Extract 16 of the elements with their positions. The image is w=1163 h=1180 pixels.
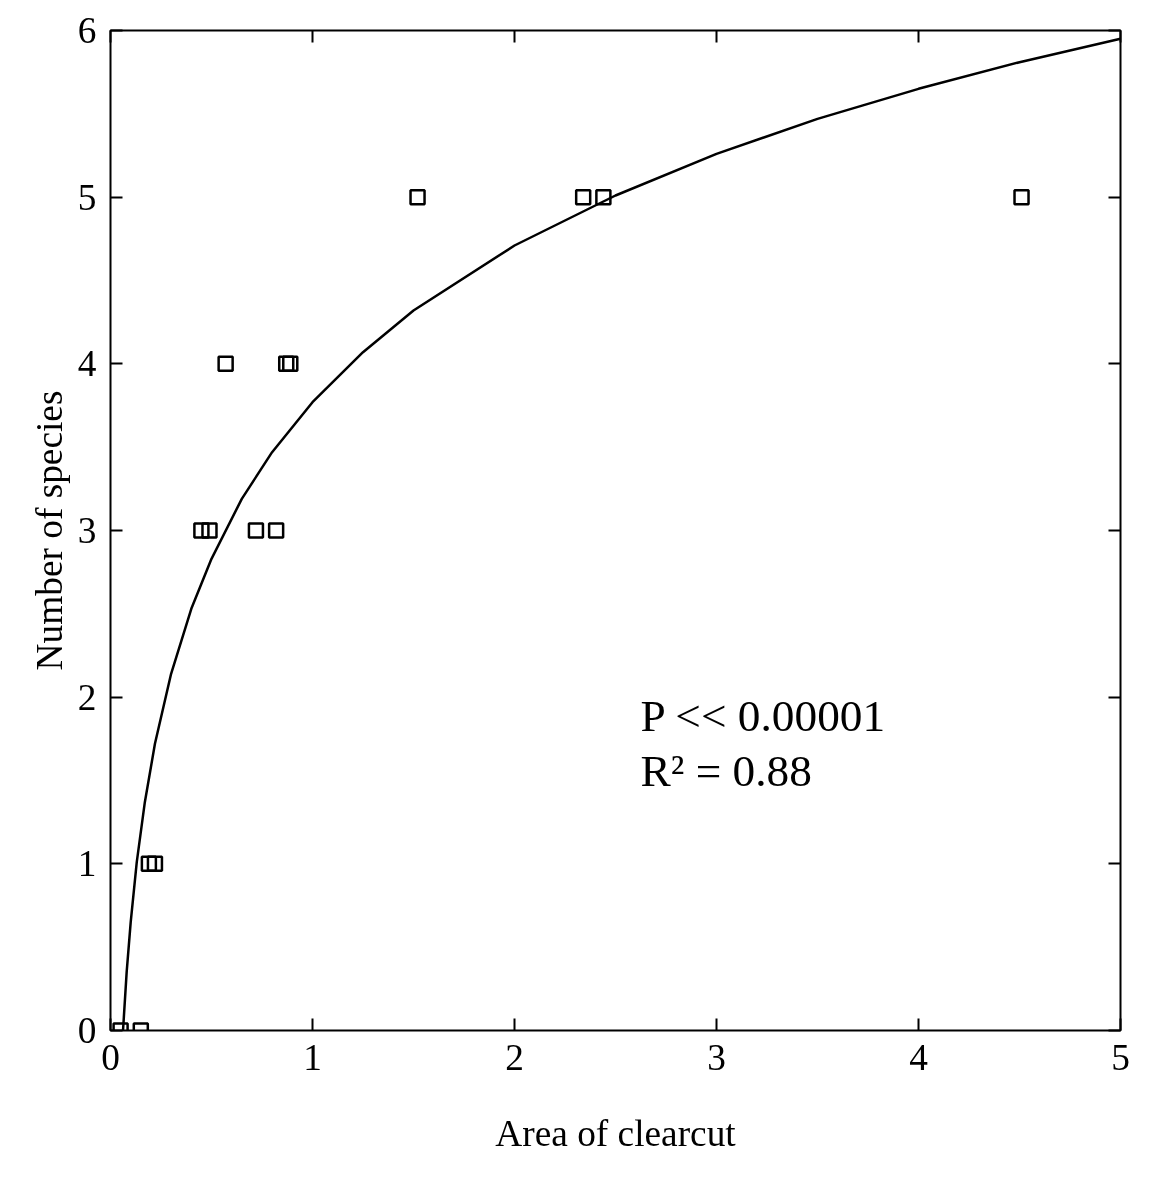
y-tick-label: 2 xyxy=(77,676,97,718)
y-tick-label: 6 xyxy=(77,10,97,51)
y-tick-label: 3 xyxy=(77,510,97,551)
x-tick-label: 4 xyxy=(909,1036,929,1078)
y-tick-label: 1 xyxy=(77,843,97,885)
y-tick-label: 5 xyxy=(77,176,97,218)
x-tick-label: 5 xyxy=(1111,1036,1130,1078)
y-tick-label: 4 xyxy=(77,343,97,385)
annotation: R² = 0.88 xyxy=(640,745,812,796)
x-axis-title: Area of clearcut xyxy=(495,1112,737,1154)
x-tick-label: 3 xyxy=(707,1036,726,1078)
y-tick-label: 0 xyxy=(77,1010,97,1051)
y-axis-title: Number of species xyxy=(28,390,70,671)
x-tick-label: 2 xyxy=(505,1036,524,1078)
x-tick-label: 1 xyxy=(303,1036,322,1078)
annotation: P << 0.00001 xyxy=(640,690,886,741)
